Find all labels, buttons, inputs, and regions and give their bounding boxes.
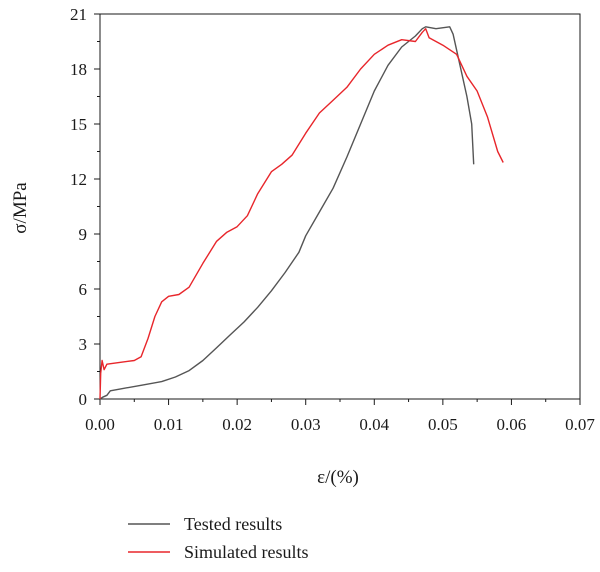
legend-label-tested: Tested results bbox=[184, 514, 282, 534]
legend-label-simulated: Simulated results bbox=[184, 542, 309, 562]
y-tick-label: 15 bbox=[70, 115, 87, 134]
y-tick-label: 21 bbox=[70, 5, 87, 24]
y-tick-label: 18 bbox=[70, 60, 87, 79]
plot-border bbox=[99, 13, 581, 400]
series-layer bbox=[99, 26, 504, 400]
y-axis-ticks: 0 3 6 9 12 15 18 21 bbox=[70, 5, 100, 409]
y-tick-label: 6 bbox=[79, 280, 88, 299]
x-tick-label: 0.07 bbox=[565, 415, 595, 434]
series-line-simulated bbox=[99, 28, 504, 400]
y-tick-label: 12 bbox=[70, 170, 87, 189]
y-tick-label: 3 bbox=[79, 335, 88, 354]
x-tick-label: 0.01 bbox=[154, 415, 184, 434]
plot-frame bbox=[99, 13, 581, 400]
x-tick-label: 0.06 bbox=[497, 415, 527, 434]
x-axis-title: ε/(%) bbox=[317, 467, 359, 488]
y-axis-title: σ/MPa bbox=[10, 182, 31, 234]
x-axis-ticks: 0.00 0.01 0.02 0.03 0.04 0.05 0.06 0.07 bbox=[85, 399, 595, 434]
x-tick-label: 0.04 bbox=[359, 415, 389, 434]
y-tick-label: 9 bbox=[79, 225, 88, 244]
legend: Tested results Simulated results bbox=[128, 514, 309, 562]
y-tick-label: 0 bbox=[79, 390, 88, 409]
x-tick-label: 0.03 bbox=[291, 415, 321, 434]
x-tick-label: 0.05 bbox=[428, 415, 458, 434]
x-tick-label: 0.02 bbox=[222, 415, 252, 434]
x-tick-label: 0.00 bbox=[85, 415, 115, 434]
series-line-tested bbox=[99, 26, 475, 400]
